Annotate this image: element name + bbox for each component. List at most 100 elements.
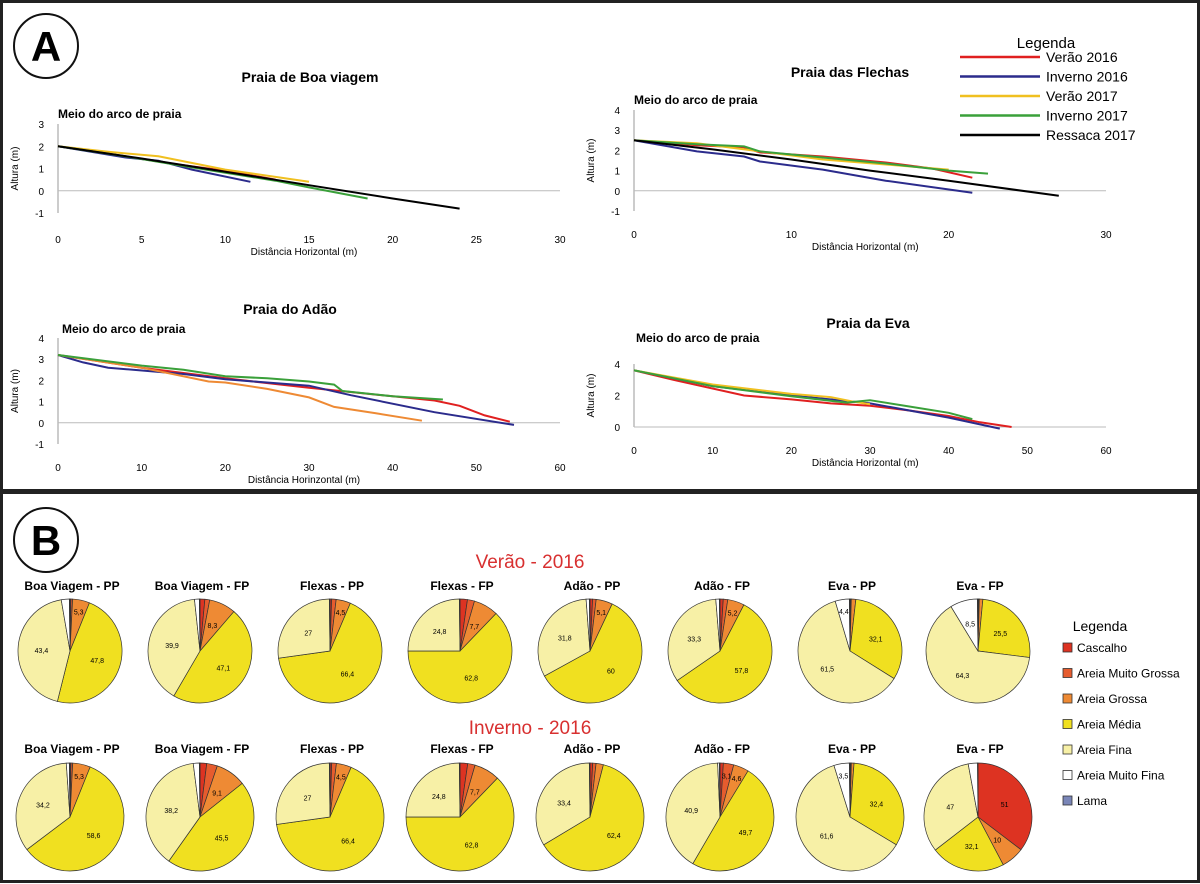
x-tick-label: 60: [1100, 446, 1112, 457]
profile-chart: Praia do Adão Meio do arco de praia -1 0 1 2 3…: [10, 301, 566, 486]
y-axis-label: Altura (m): [10, 369, 21, 413]
x-tick-label: 30: [303, 463, 315, 474]
pie-value-label: 66,4: [341, 672, 355, 679]
x-tick-label: 30: [864, 446, 876, 457]
y-axis-label: Altura (m): [10, 147, 21, 191]
pie-value-label: 9,1: [212, 791, 222, 798]
x-tick-label: 0: [631, 446, 637, 457]
y-axis-label: Altura (m): [586, 374, 597, 418]
x-tick-label: 0: [55, 463, 61, 474]
x-tick-label: 10: [786, 230, 798, 241]
legend-b-swatch: [1062, 744, 1073, 755]
chart-title: Praia de Boa viagem: [242, 69, 379, 85]
series-line: [633, 139, 973, 194]
pie-slice: [849, 762, 905, 846]
pie-title: Flexas - PP: [300, 579, 364, 593]
x-tick-label: 0: [55, 235, 61, 246]
y-axis-label: Altura (m): [586, 139, 597, 183]
pie-value-label: 5,1: [596, 610, 606, 617]
panel-a-label: A: [13, 13, 79, 79]
y-tick-label: 0: [614, 187, 620, 198]
pie-slice: [173, 611, 253, 704]
legend-a-label: Verão 2016: [1046, 49, 1118, 65]
pie-slice: [535, 762, 591, 846]
pie-value-label: 27: [304, 630, 312, 637]
pie-title: Adão - PP: [564, 579, 621, 593]
y-tick-label: -1: [35, 440, 44, 451]
profile-chart: Praia de Boa viagem Meio do arco de praia…: [10, 69, 566, 258]
pie-value-label: 45,5: [215, 835, 229, 842]
pie-value-label: 64,3: [956, 673, 970, 680]
panel-b-label: B: [13, 507, 79, 573]
pie-title: Adão - FP: [694, 579, 750, 593]
pie-slice: [795, 765, 897, 872]
pie-value-label: 10: [993, 838, 1001, 845]
legend-b-swatch: [1062, 693, 1073, 704]
x-tick-label: 10: [136, 463, 148, 474]
y-tick-label: 1: [38, 165, 44, 176]
x-tick-label: 50: [471, 463, 483, 474]
pie-slice: [718, 762, 721, 818]
pie-slice: [676, 604, 773, 704]
pie-slice: [15, 762, 71, 851]
legend-a-title: Legenda: [1017, 35, 1076, 52]
pie-value-label: 61,6: [820, 833, 834, 840]
x-axis-label: Distância Horizontal (m): [812, 458, 919, 469]
pie-value-label: 34,2: [36, 803, 50, 810]
pie-value-label: 51: [1001, 802, 1009, 809]
x-tick-label: 60: [554, 463, 566, 474]
pie-value-label: 43,4: [35, 648, 49, 655]
legend-a: Legenda Verão 2016 Inverno 2016 Verão 2017…: [960, 35, 1136, 143]
pie-slice: [458, 762, 461, 818]
legend-a-label: Inverno 2017: [1046, 108, 1128, 124]
pie-value-label: 33,4: [557, 801, 571, 808]
pie-value-label: 27: [304, 796, 312, 803]
x-tick-label: 25: [471, 235, 483, 246]
pie-title: Boa Viagem - FP: [155, 579, 249, 593]
pie-slice: [407, 613, 513, 704]
y-tick-label: 3: [38, 355, 44, 366]
chart-title: Praia das Flechas: [791, 64, 910, 80]
x-tick-label: 30: [1100, 230, 1112, 241]
pie-slice: [168, 782, 255, 872]
pie-chart: Adão - FP 3,1 4,6 49,7 40,9: [665, 742, 775, 872]
pie-chart: Flexas - PP 4,5 66,4 27: [277, 579, 383, 704]
pie-chart: Eva - PP 32,4 61,6 3,5: [795, 742, 905, 872]
pie-chart: Boa Viagem - PP 5,3 47,8 43,4: [17, 579, 123, 704]
pie-value-label: 61,5: [820, 666, 834, 673]
pie-slice: [667, 598, 721, 681]
profile-charts: Praia de Boa viagem Meio do arco de praia…: [10, 64, 1112, 486]
x-tick-label: 40: [943, 446, 955, 457]
pie-chart: Eva - FP 25,5 64,3 8,5: [925, 579, 1031, 704]
pie-slice: [977, 598, 1031, 658]
x-axis-label: Distância Horizontal (m): [251, 247, 358, 258]
y-tick-label: 2: [614, 146, 620, 157]
pie-slice: [588, 598, 591, 652]
pie-chart: Flexas - FP 7,7 62,8 24,8: [405, 742, 515, 872]
pie-chart: Flexas - PP 4,5 66,4 27: [275, 742, 385, 872]
y-tick-label: 4: [38, 334, 44, 345]
pie-slice: [797, 600, 895, 704]
series-line: [633, 139, 1059, 197]
pie-slice: [405, 762, 461, 818]
x-tick-label: 50: [1022, 446, 1034, 457]
chart-subtitle: Meio do arco de praia: [62, 322, 186, 336]
pie-value-label: 3,1: [722, 773, 732, 780]
pie-slice: [276, 766, 385, 872]
legend-a-label: Inverno 2016: [1046, 69, 1128, 85]
pie-slice: [405, 777, 515, 872]
pie-slice: [407, 598, 461, 652]
pie-slice: [848, 762, 851, 818]
y-tick-label: 4: [614, 360, 620, 371]
winter-title: Inverno - 2016: [469, 718, 592, 739]
chart-subtitle: Meio do arco de praia: [636, 331, 760, 345]
pie-slice: [718, 598, 721, 652]
pie-slice: [145, 763, 201, 862]
pie-value-label: 3,5: [839, 773, 849, 780]
pie-value-label: 62,8: [465, 842, 479, 849]
series-line: [57, 145, 310, 183]
y-tick-label: -1: [35, 209, 44, 220]
pie-chart: Adão - FP 5,2 57,8 33,3: [667, 579, 773, 704]
legend-b-swatch: [1062, 668, 1073, 678]
